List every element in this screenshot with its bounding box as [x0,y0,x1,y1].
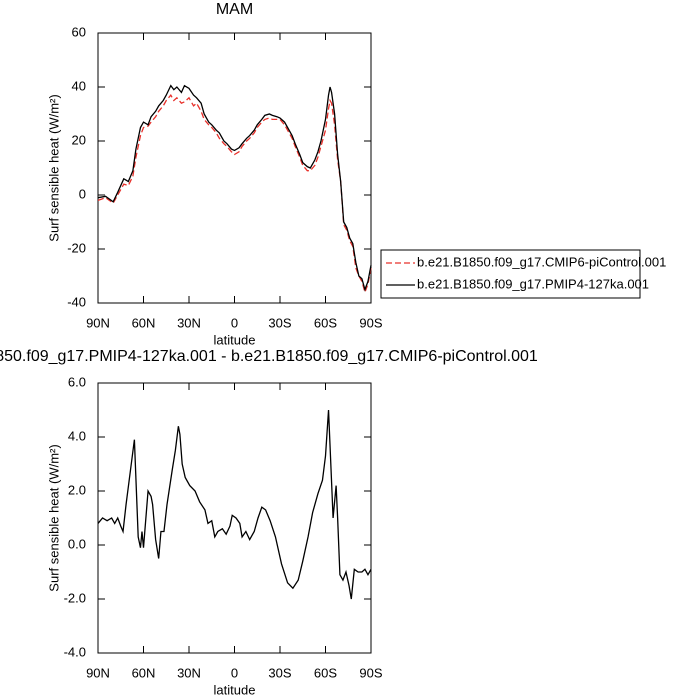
x-tick-label: 90N [86,665,110,680]
x-tick-label: 0 [231,315,238,330]
y-axis-label: Surf sensible heat (W/m²) [46,94,61,241]
y-tick-label: 2.0 [68,482,86,497]
y-tick-label: -2.0 [64,590,86,605]
x-tick-label: 90S [359,665,382,680]
data-line [97,93,372,295]
y-tick-label: -20 [67,240,86,255]
x-tick-label: 30N [177,665,201,680]
y-tick-label: 20 [72,132,86,147]
x-tick-label: 0 [231,665,238,680]
x-axis-label: latitude [214,682,256,697]
x-tick-label: 30N [177,315,201,330]
y-tick-label: -40 [67,294,86,309]
y-tick-label: 6.0 [68,374,86,389]
y-tick-label: 40 [72,78,86,93]
chart-title: MAM [216,1,253,18]
x-tick-label: 30S [268,315,291,330]
x-tick-label: 90S [359,315,382,330]
x-tick-label: 90N [86,315,110,330]
x-tick-label: 60N [132,315,156,330]
legend-label: b.e21.B1850.f09_g17.CMIP6-piControl.001 [417,254,666,269]
data-line [97,409,372,600]
y-tick-label: 4.0 [68,428,86,443]
y-tick-label: 0 [79,186,86,201]
x-tick-label: 60S [314,665,337,680]
x-tick-label: 60S [314,315,337,330]
legend-label: b.e21.B1850.f09_g17.PMIP4-127ka.001 [417,276,649,291]
plot-frame [97,382,372,654]
y-axis-label: Surf sensible heat (W/m²) [46,444,61,591]
x-tick-label: 60N [132,665,156,680]
x-tick-label: 30S [268,665,291,680]
y-tick-label: -4.0 [64,644,86,659]
data-line [97,84,372,292]
y-tick-label: 0.0 [68,536,86,551]
plot-frame [97,32,372,304]
x-axis-label: latitude [214,332,256,347]
legend-box [380,249,641,299]
chart-title: b.e21.B1850.f09_g17.PMIP4-127ka.001 - b.… [0,348,538,365]
y-tick-label: 60 [72,24,86,39]
